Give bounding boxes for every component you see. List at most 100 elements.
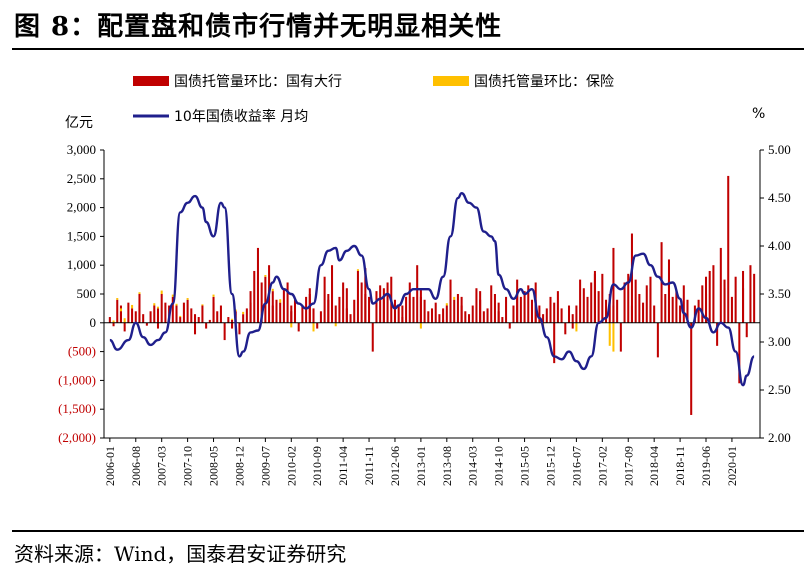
bar-bank (627, 273, 630, 323)
x-tick-label: 2018-11 (673, 446, 687, 486)
bar-bank (205, 322, 208, 329)
bar-bank (153, 305, 156, 323)
chart: 国债托管量环比：国有大行 国债托管量环比：保险 10年国债收益率 月均 亿元 %… (58, 74, 791, 486)
bar-bank (512, 305, 515, 323)
bar-bank (464, 311, 467, 323)
bar-bank (475, 288, 478, 323)
bar-insurance (271, 288, 274, 292)
bar-bank (538, 305, 541, 323)
bar-bank (301, 305, 304, 323)
bar-bank (160, 294, 163, 323)
legend-label-yield: 10年国债收益率 月均 (174, 108, 308, 125)
bar-bank (371, 322, 374, 352)
bar-bank (649, 276, 652, 323)
bar-bank (112, 322, 115, 327)
bar-bank (305, 296, 308, 323)
x-tick-label: 2016-07 (569, 446, 583, 486)
x-tick-label: 2013-08 (440, 446, 454, 486)
bar-bank (727, 175, 730, 323)
bar-bank (734, 276, 737, 323)
bar-bank (134, 311, 137, 323)
bar-bank (430, 308, 434, 323)
bar-bank (575, 305, 578, 323)
bar-insurance (356, 269, 359, 271)
bar-insurance (575, 322, 578, 332)
bar-insurance (186, 298, 189, 300)
bar-bank (279, 302, 282, 323)
bar-bank (690, 322, 693, 415)
bar-bank (427, 311, 430, 323)
yield-line (109, 192, 755, 387)
bar-bank (753, 273, 756, 323)
bar-bank (453, 299, 456, 323)
bar-insurance (116, 298, 119, 300)
bar-bank (497, 311, 500, 323)
bar-bank (634, 279, 637, 323)
bar-bank (316, 322, 319, 329)
bar-bank (675, 291, 678, 323)
legend-swatch-bank (133, 76, 169, 86)
bar-bank (108, 317, 111, 323)
bar-bank (434, 302, 437, 323)
bar-bank (323, 276, 326, 323)
x-axis-ticks: 2006-01 2006-08 2007-03 2007-10 2008-05 2008-… (103, 438, 739, 486)
x-tick-label: 2020-01 (725, 446, 739, 486)
x-tick-label: 2006-01 (103, 446, 117, 486)
x-tick-label: 2012-06 (388, 446, 402, 486)
bar-bank (630, 233, 633, 323)
left-tick-label: 500 (77, 286, 97, 301)
bar-bank (586, 296, 589, 323)
right-tick-label: 3.00 (768, 334, 791, 349)
bar-bank (397, 305, 400, 323)
bar-bank (530, 299, 533, 323)
x-tick-label: 2015-05 (518, 446, 532, 486)
bar-bank (156, 322, 160, 329)
x-tick-label: 2007-10 (181, 446, 195, 486)
bar-bank (645, 285, 648, 323)
bottom-rule (12, 530, 804, 532)
right-tick-label: 4.50 (768, 190, 791, 205)
right-tick-label: 3.50 (768, 286, 791, 301)
x-tick-label: 2006-08 (129, 446, 143, 486)
bar-bank (616, 299, 619, 323)
bar-bank (190, 308, 193, 323)
bar-bank (556, 291, 559, 323)
bar-bank (486, 308, 489, 323)
bar-insurance (242, 311, 245, 315)
bar-insurance (612, 322, 615, 352)
bar-bank (653, 305, 656, 323)
x-tick-label: 2015-12 (543, 446, 557, 486)
x-tick-label: 2017-09 (621, 446, 635, 486)
bar-insurance (334, 322, 337, 327)
bar-insurance (112, 320, 115, 323)
bar-bank (327, 294, 330, 323)
bar-bank (182, 302, 185, 323)
bar-bank (549, 296, 552, 323)
bar-bank (123, 322, 126, 332)
bar-bank (460, 305, 463, 323)
bar-bank (260, 282, 263, 323)
bar-bank (253, 270, 256, 323)
bar-bank (686, 299, 689, 323)
bar-bank (164, 302, 167, 323)
bar-bank (571, 322, 574, 329)
right-axis-unit: % (752, 106, 765, 122)
bar-bank (345, 288, 348, 323)
left-axis-unit: 亿元 (65, 115, 93, 131)
bar-bank (490, 285, 493, 323)
bar-bank (738, 322, 741, 384)
right-axis-ticks: 5.00 4.50 4.00 3.50 3.00 2.50 2.00 (760, 142, 791, 445)
bar-bank (508, 322, 511, 329)
left-tick-label: (1,000) (58, 372, 96, 387)
bar-bank (338, 296, 341, 323)
bar-bank (179, 317, 182, 323)
bar-bank (331, 265, 334, 323)
bar-bank (308, 294, 311, 323)
left-tick-label: 1,000 (67, 257, 96, 272)
bar-bank (505, 296, 508, 323)
bar-bank (208, 319, 211, 323)
bar-bank (286, 282, 289, 323)
bar-bank (375, 291, 378, 323)
bar-bank (193, 314, 197, 323)
left-tick-label: 3,000 (67, 142, 96, 157)
